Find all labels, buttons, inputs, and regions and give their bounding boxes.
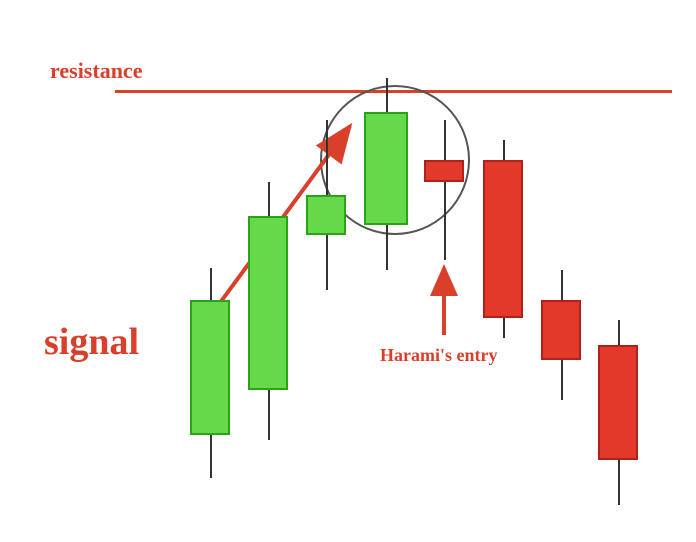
candle-bullish bbox=[306, 195, 346, 235]
candle-bullish bbox=[248, 216, 288, 390]
candle-bullish bbox=[190, 300, 230, 435]
candle-bearish bbox=[598, 345, 638, 460]
candle-wick bbox=[444, 120, 446, 260]
candle-bearish bbox=[541, 300, 581, 360]
signal-label: signal bbox=[44, 320, 139, 364]
candlestick-chart: resistance signal Harami's entry bbox=[0, 0, 696, 542]
candle-bearish bbox=[424, 160, 464, 182]
entry-label: Harami's entry bbox=[380, 345, 497, 366]
resistance-label: resistance bbox=[50, 58, 142, 84]
candle-bearish bbox=[483, 160, 523, 318]
candle-bullish bbox=[364, 112, 408, 225]
